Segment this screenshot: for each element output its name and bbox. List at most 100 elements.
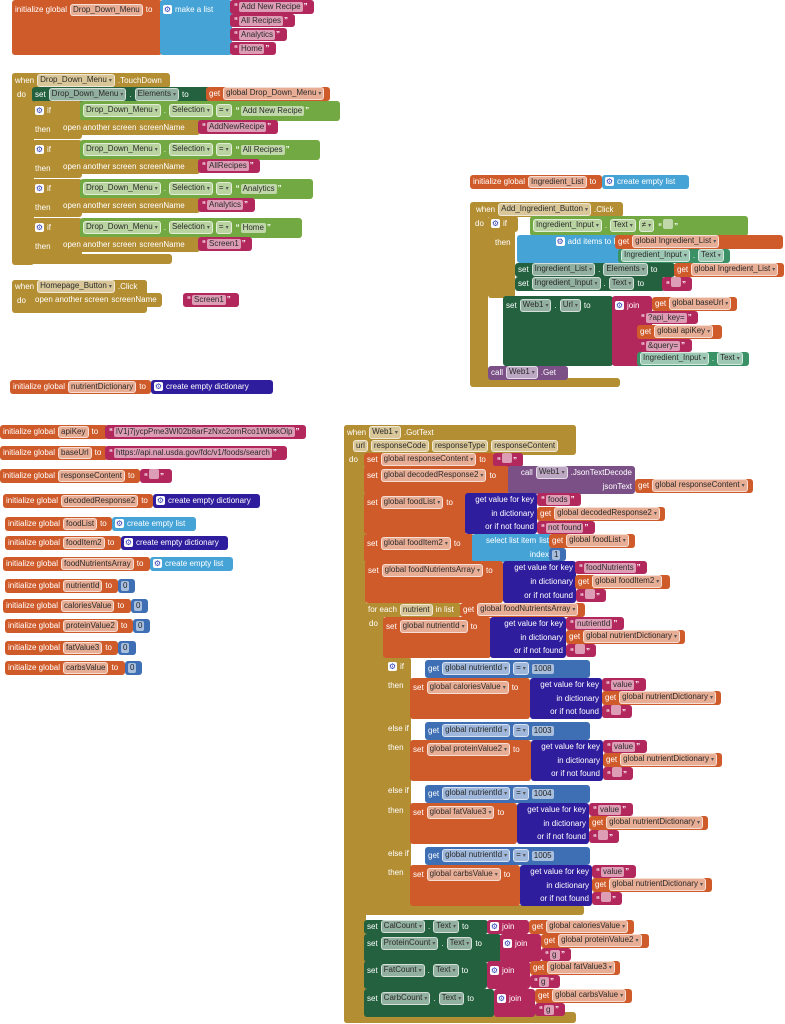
set-food-nutrients-array[interactable]: set global foodNutrientsArray ▾ to [365, 561, 503, 603]
set-web1-url[interactable]: set Web1 ▾. Url ▾ to [503, 296, 613, 366]
dropdown-field[interactable]: global nutrientDictionary ▾ [620, 753, 717, 767]
string-value-field[interactable]: Screen1 [192, 294, 226, 305]
dropdown-field[interactable]: global baseUrl ▾ [669, 297, 732, 311]
set-fat-value3[interactable]: set global fatValue3 ▾ to [410, 803, 517, 844]
str-screen-3[interactable]: “Analytics” [198, 198, 255, 212]
dropdown-field[interactable]: Ingredient_Input ▾ [640, 352, 709, 366]
cmp-1003[interactable]: get global nutrientId ▾ = ▾ 1003 [425, 722, 590, 740]
dropdown-arrow-icon[interactable]: ▾ [709, 695, 713, 702]
str-nutrient-id[interactable]: “nutrientId” [566, 617, 624, 630]
mutator-gear-icon[interactable]: ⚙ [163, 5, 172, 15]
set-carb-count[interactable]: set CarbCount ▾. Text ▾ to [364, 989, 494, 1017]
dropdown-arrow-icon[interactable]: ▾ [206, 186, 210, 193]
string-literal[interactable]: “” [569, 644, 591, 657]
dropdown-field[interactable]: global proteinValue2 ▾ [426, 743, 511, 757]
cmp-1[interactable]: Drop_Down_Menu ▾. Selection ▾ = ▾ “Add New Rec… [80, 101, 340, 121]
cmp-4[interactable]: Drop_Down_Menu ▾. Selection ▾ = ▾ “Home” [80, 218, 302, 238]
init-food-list[interactable]: initialize global foodList to [5, 517, 112, 531]
cmp-2[interactable]: Drop_Down_Menu ▾. Selection ▾ = ▾ “All Recipes… [80, 140, 320, 160]
string-value-field[interactable]: foodNutrients [584, 562, 636, 573]
string-value-field[interactable]: AllRecipes [207, 160, 249, 171]
string-literal[interactable]: “” [606, 767, 628, 780]
variable-name-field[interactable]: nutrientId [63, 579, 103, 592]
dropdown-arrow-icon[interactable]: ▾ [225, 225, 229, 232]
string-value-field[interactable]: Home [240, 222, 266, 233]
variable-name-field[interactable]: nutrient [399, 603, 433, 616]
dict-lookup-protein[interactable]: get value for key in dictionary or if not … [531, 740, 603, 781]
str-value-fat[interactable]: “value” [589, 803, 633, 816]
dropdown-arrow-icon[interactable]: ▾ [584, 207, 588, 214]
if-ingredient[interactable]: ⚙ if [488, 216, 518, 232]
dropdown-field[interactable]: = ▾ [513, 724, 529, 738]
str-empty-nid[interactable]: “” [566, 644, 596, 657]
str-add-new-recipe[interactable]: “Add New Recipe” [230, 0, 314, 14]
dropdown-field[interactable]: CarbCount ▾ [380, 992, 431, 1006]
dropdown-arrow-icon[interactable]: ▾ [504, 853, 508, 860]
init-fat-value3[interactable]: initialize global fatValue3 to [5, 641, 118, 655]
string-literal[interactable]: “AllRecipes” [201, 160, 255, 171]
string-literal[interactable]: “value” [592, 804, 627, 815]
dropdown-field[interactable]: Text ▾ [698, 249, 724, 263]
dropdown-arrow-icon[interactable]: ▾ [741, 483, 745, 490]
dict-lookup-carbs[interactable]: get value for key in dictionary or if not … [520, 865, 592, 906]
dropdown-arrow-icon[interactable]: ▾ [696, 820, 700, 827]
str-g-carb[interactable]: “g” [535, 1003, 565, 1016]
string-literal[interactable]: “foodNutrients” [578, 562, 642, 573]
variable-name-field[interactable]: responseCode [370, 439, 429, 452]
mutator-gear-icon[interactable]: ⚙ [490, 922, 499, 932]
string-literal[interactable]: “Analytics” [201, 199, 249, 210]
dropdown-arrow-icon[interactable]: ▾ [154, 225, 158, 232]
when-web1-gottext[interactable]: when Web1 ▾ .GotText [344, 425, 576, 440]
string-value-field[interactable] [663, 219, 674, 230]
number-field[interactable]: 0 [121, 580, 130, 591]
string-value-field[interactable]: Add New Recipe [239, 1, 303, 12]
dropdown-field[interactable]: global nutrientDictionary ▾ [583, 630, 680, 644]
empty-dict-food-item[interactable]: ⚙ create empty dictionary [121, 536, 228, 550]
join-fat[interactable]: ⚙ join [487, 961, 530, 989]
dropdown-field[interactable]: Ingredient_Input ▾ [531, 277, 601, 291]
empty-dict-decoded[interactable]: ⚙ create empty dictionary [153, 494, 260, 508]
init-ingredient-list[interactable]: initialize global Ingredient_List to [470, 175, 602, 189]
variable-name-field[interactable]: Drop_Down_Menu [70, 3, 143, 16]
dropdown-arrow-icon[interactable]: ▾ [594, 281, 598, 288]
variable-name-field[interactable]: url [353, 439, 368, 452]
dropdown-field[interactable]: Elements ▾ [603, 263, 648, 277]
string-value-field[interactable] [502, 453, 512, 464]
dropdown-field[interactable]: global responseContent ▾ [652, 479, 748, 493]
dropdown-field[interactable]: global proteinValue2 ▾ [558, 934, 642, 948]
when-touchdown[interactable]: when Drop_Down_Menu ▾ .TouchDown [12, 73, 170, 88]
string-value-field[interactable]: value [612, 741, 636, 752]
dict-lookup-fat[interactable]: get value for key in dictionary or if not … [517, 803, 589, 844]
variable-name-field[interactable]: nutrientDictionary [68, 380, 137, 393]
mutator-gear-icon[interactable]: ⚙ [115, 519, 124, 529]
number-field[interactable]: 1005 [531, 850, 554, 861]
str-analytics[interactable]: “Analytics” [230, 28, 287, 41]
ingredient-input-text-2[interactable]: Ingredient_Input ▾. Text ▾ [637, 352, 749, 366]
number-field[interactable]: 1003 [531, 725, 554, 736]
string-value-field[interactable] [612, 767, 622, 778]
num-nutrient-id[interactable]: 0 [118, 579, 135, 593]
dict-lookup-foods[interactable]: get value for key in dictionary or if not … [465, 493, 537, 534]
init-api-key[interactable]: initialize global apiKey to [0, 425, 108, 439]
number-field[interactable]: 1004 [531, 788, 554, 799]
get-food-item2[interactable]: get global foodItem2 ▾ [575, 575, 670, 589]
string-value-field[interactable] [671, 277, 681, 288]
empty-list-food[interactable]: ⚙ create empty list [112, 517, 196, 531]
number-field[interactable]: 0 [121, 642, 130, 653]
mutator-gear-icon[interactable]: ⚙ [154, 382, 163, 392]
dropdown-arrow-icon[interactable]: ▾ [108, 284, 112, 291]
join-carb[interactable]: ⚙ join [494, 989, 535, 1017]
dropdown-field[interactable]: ≠ ▾ [638, 219, 655, 233]
when-homepage-click[interactable]: when Homepage_Button ▾ .Click [12, 280, 147, 294]
string-value-field[interactable]: value [611, 679, 635, 690]
dropdown-arrow-icon[interactable]: ▾ [589, 267, 593, 274]
str-empty-protein[interactable]: “” [603, 767, 633, 780]
dropdown-arrow-icon[interactable]: ▾ [476, 568, 480, 575]
dropdown-field[interactable]: global decodedResponse2 ▾ [380, 469, 487, 483]
dropdown-field[interactable]: global carbsValue ▾ [552, 989, 627, 1003]
dropdown-arrow-icon[interactable]: ▾ [206, 225, 210, 232]
str-food-nutrients[interactable]: “foodNutrients” [575, 561, 647, 574]
str-api-key[interactable]: “lV1j7jycpPme3Wl02b8arFzNxc2omRco1WbkkOl… [105, 425, 306, 439]
string-literal[interactable]: “?api_key=” [640, 312, 693, 323]
dropdown-field[interactable]: = ▾ [215, 104, 232, 118]
